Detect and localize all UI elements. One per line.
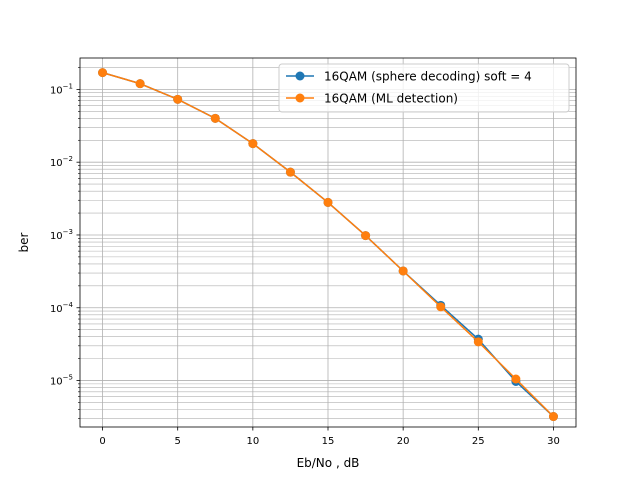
x-tick-label: 0 bbox=[99, 436, 105, 447]
legend: 16QAM (sphere decoding) soft = 4 16QAM (… bbox=[278, 63, 570, 113]
data-point-series-2 bbox=[98, 68, 108, 78]
y-tick-label: 10−5 bbox=[50, 374, 73, 388]
legend-box bbox=[278, 63, 570, 113]
data-point-series-2 bbox=[398, 266, 408, 276]
legend-marker-ml bbox=[295, 93, 305, 103]
data-point-series-2 bbox=[323, 197, 333, 207]
data-point-series-2 bbox=[173, 94, 183, 104]
data-point-series-2 bbox=[361, 231, 371, 241]
x-tick-label: 10 bbox=[246, 436, 259, 447]
x-tick-label: 5 bbox=[175, 436, 181, 447]
legend-label-sphere: 16QAM (sphere decoding) soft = 4 bbox=[324, 70, 532, 84]
y-tick-label: 10−1 bbox=[50, 82, 73, 96]
data-point-series-2 bbox=[473, 337, 483, 347]
x-tick-label: 15 bbox=[322, 436, 335, 447]
y-axis-label: ber bbox=[17, 232, 31, 252]
x-tick-label: 20 bbox=[397, 436, 410, 447]
data-point-series-2 bbox=[285, 167, 295, 177]
x-tick-label: 30 bbox=[547, 436, 560, 447]
lines-layer bbox=[98, 68, 558, 422]
y-tick-label: 10−3 bbox=[50, 228, 73, 242]
y-tick-label: 10−4 bbox=[50, 301, 74, 315]
y-tick-label: 10−2 bbox=[50, 155, 73, 169]
ticks-layer: 0 5 10 15 20 25 30 10−5 10−4 10−3 10−2 10−1 bbox=[50, 67, 560, 447]
data-point-series-2 bbox=[548, 412, 558, 422]
x-tick-label: 25 bbox=[472, 436, 485, 447]
data-point-series-2 bbox=[210, 113, 220, 123]
data-point-series-2 bbox=[436, 302, 446, 312]
data-point-series-2 bbox=[248, 139, 258, 149]
legend-label-ml: 16QAM (ML detection) bbox=[324, 92, 458, 106]
x-axis-label: Eb/No , dB bbox=[297, 456, 360, 470]
data-point-series-2 bbox=[511, 374, 521, 384]
legend-marker-sphere bbox=[295, 71, 305, 81]
data-point-series-2 bbox=[135, 79, 145, 89]
